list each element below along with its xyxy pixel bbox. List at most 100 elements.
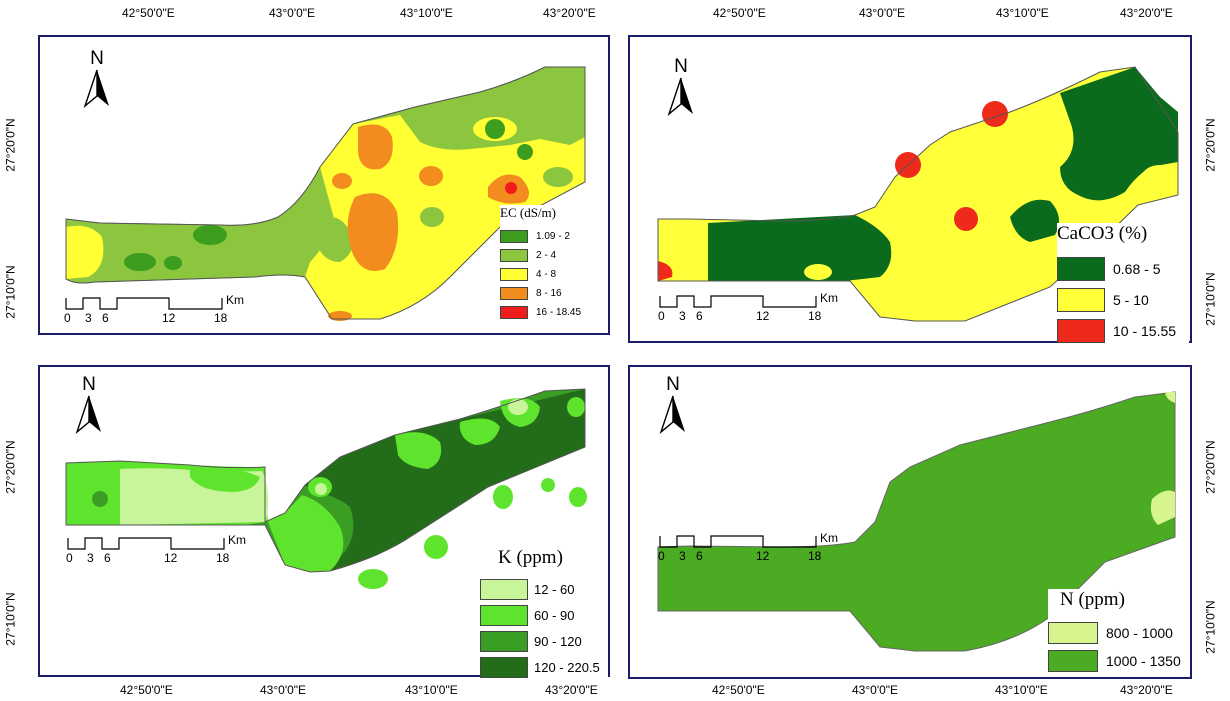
longitude-label: 43°10'0"E	[995, 683, 1048, 697]
scale-tick: 0	[658, 309, 665, 323]
legend-item: 60 - 90	[480, 602, 608, 628]
legend-swatch	[480, 630, 528, 652]
longitude-label: 43°0'0"E	[852, 683, 899, 697]
scale-tick: 18	[214, 311, 228, 325]
longitude-label: 43°0'0"E	[260, 683, 307, 697]
caco3-map-panel: N 0 3 6 12 18 Km CaCO3 (%) 0.68 - 5 5 - …	[628, 35, 1192, 346]
legend-label: 4 - 8	[536, 269, 557, 280]
k-class-60-90-area	[493, 485, 513, 509]
legend-item: 800 - 1000	[1048, 619, 1188, 647]
legend-item: 4 - 8	[500, 265, 604, 284]
north-arrow: N	[666, 57, 696, 121]
k-map-svg	[65, 388, 587, 589]
north-arrow: N	[82, 49, 112, 113]
legend-label: 800 - 1000	[1106, 625, 1173, 641]
scale-bar-graphic	[65, 297, 223, 310]
north-letter: N	[82, 374, 96, 395]
latitude-label: 27°10'0"N	[1203, 600, 1218, 654]
scale-tick: 0	[66, 551, 73, 565]
legend-swatch	[1057, 256, 1105, 281]
scale-tick: 3	[85, 311, 92, 325]
legend-item: 5 - 10	[1057, 284, 1189, 315]
longitude-label: 43°0'0"E	[269, 6, 316, 20]
legend-label: 1000 - 1350	[1106, 653, 1181, 669]
k-boundary	[65, 388, 586, 573]
legend-label: 60 - 90	[534, 607, 575, 623]
legend-item: 1000 - 1350	[1048, 647, 1188, 675]
scale-bar: 0 3 6 12 18 Km	[64, 293, 264, 325]
ec-class-1-2-area	[164, 256, 182, 270]
caco3-map-svg	[657, 66, 1179, 322]
k-class-60-90-area	[190, 468, 260, 492]
scale-unit: Km	[226, 293, 244, 307]
k-class-60-90-area	[567, 397, 585, 417]
north-arrow-icon	[83, 69, 109, 109]
north-arrow: N	[658, 375, 688, 439]
caco3-class-0-5-area	[1010, 199, 1059, 242]
n-legend: N (ppm) 800 - 1000 1000 - 1350	[1048, 589, 1188, 675]
north-letter: N	[90, 48, 104, 69]
north-arrow-icon	[75, 395, 101, 435]
scale-tick: 12	[756, 549, 770, 563]
longitude-label: 42°50'0"E	[712, 683, 765, 697]
n-class-1000-1350-area	[657, 391, 1176, 652]
ec-class-16-18-area	[505, 182, 517, 194]
ec-class-8-16-area	[347, 193, 399, 271]
legend-label: 16 - 18.45	[536, 307, 582, 318]
legend-swatch	[1057, 318, 1105, 343]
legend-label: 90 - 120	[534, 633, 582, 649]
k-map-panel: N 0 3 6 12 18 Km K (ppm) 12 - 60 60 - 90…	[38, 365, 610, 680]
longitude-label: 43°10'0"E	[996, 6, 1049, 20]
scale-tick: 18	[808, 549, 822, 563]
caco3-legend: CaCO3 (%) 0.68 - 5 5 - 10 10 - 15.55	[1057, 223, 1189, 346]
longitude-label: 42°50'0"E	[122, 6, 175, 20]
ec-map-panel: N 0 3 6 12 18 Km EC (dS/m) 1.09 - 2 2 - …	[38, 35, 610, 335]
ec-class-8-16-area	[358, 124, 393, 170]
k-class-12-60-area	[315, 483, 327, 495]
k-class-60-90-area	[541, 478, 555, 492]
n-class-800-1000-area	[1150, 490, 1175, 525]
legend-label: 2 - 4	[536, 250, 557, 261]
legend-item: 90 - 120	[480, 628, 608, 654]
north-letter: N	[666, 374, 680, 395]
caco3-class-0-5-area	[1060, 67, 1178, 201]
k-class-60-90-area	[424, 535, 448, 559]
ec-class-8-16-area	[419, 166, 443, 186]
legend-swatch	[1057, 287, 1105, 312]
legend-item: 2 - 4	[500, 246, 604, 265]
k-class-12-60-area	[508, 399, 528, 415]
caco3-class-10-15-area	[982, 101, 1008, 127]
ec-class-1-2-area	[193, 225, 227, 245]
ec-class-1-2-area	[124, 253, 156, 271]
longitude-label: 42°50'0"E	[713, 6, 766, 20]
legend-title: K (ppm)	[498, 547, 563, 568]
north-arrow-icon	[659, 395, 685, 435]
scale-bar-graphic	[67, 537, 225, 550]
caco3-class-0-5-area	[708, 215, 892, 281]
k-class-60-90-area	[459, 418, 500, 445]
k-class-60-90-area	[569, 487, 587, 507]
scale-unit: Km	[228, 533, 246, 547]
legend-label: 8 - 16	[536, 288, 562, 299]
scale-unit: Km	[820, 291, 838, 305]
ec-class-1-2-area	[517, 144, 533, 160]
longitude-label: 43°20'0"E	[1120, 6, 1173, 20]
legend-label: 1.09 - 2	[536, 231, 570, 242]
ec-map-svg	[65, 66, 586, 321]
legend-title: EC (dS/m)	[500, 205, 556, 220]
caco3-class-10-15-area	[954, 207, 978, 231]
legend-swatch	[500, 268, 528, 281]
k-legend: K (ppm) 12 - 60 60 - 90 90 - 120 120 - 2…	[480, 547, 608, 680]
scale-bar: 0 3 6 12 18 Km	[66, 533, 266, 565]
scale-bar-graphic	[659, 295, 817, 308]
longitude-label: 43°20'0"E	[545, 683, 598, 697]
latitude-label: 27°20'0"N	[1203, 440, 1218, 494]
k-class-120-220-area	[305, 389, 585, 572]
legend-swatch	[1048, 650, 1098, 672]
ec-boundary	[65, 66, 586, 320]
latitude-label: 27°10'0"N	[1203, 272, 1218, 326]
scale-tick: 3	[87, 551, 94, 565]
ec-class-4-8-area	[448, 240, 460, 252]
legend-swatch	[480, 604, 528, 626]
legend-swatch	[480, 578, 528, 600]
